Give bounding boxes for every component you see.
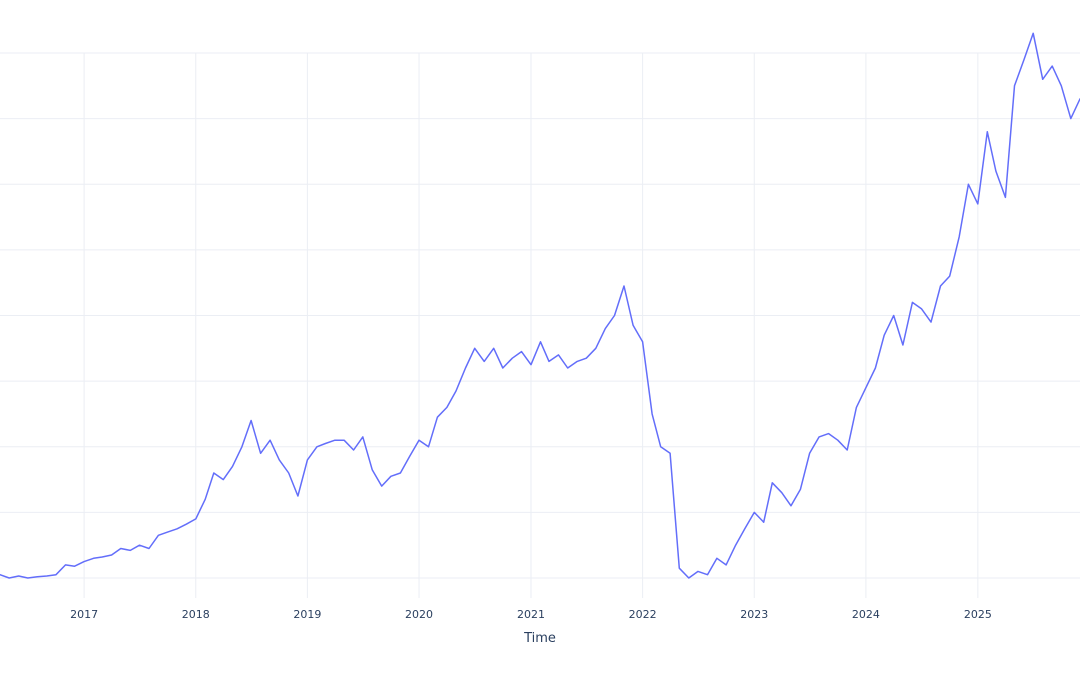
x-tick-label: 2020: [405, 608, 433, 621]
x-tick-label: 2017: [70, 608, 98, 621]
x-tick-label: 2019: [293, 608, 321, 621]
series-line: [0, 32, 1080, 579]
x-tick-labels: 2017 2018 2019 2020 2021 2022 2023 2024 2025: [70, 608, 992, 621]
x-gridlines: [83, 53, 979, 598]
x-tick-label: 2025: [964, 608, 992, 621]
x-tick-label: 2021: [517, 608, 545, 621]
x-axis-title: Time: [523, 631, 556, 646]
y-gridlines: [0, 52, 1080, 579]
series-layer: [0, 32, 1080, 579]
x-tick-label: 2018: [182, 608, 210, 621]
x-tick-label: 2023: [740, 608, 768, 621]
x-tick-label: 2022: [629, 608, 657, 621]
x-tick-label: 2024: [852, 608, 880, 621]
